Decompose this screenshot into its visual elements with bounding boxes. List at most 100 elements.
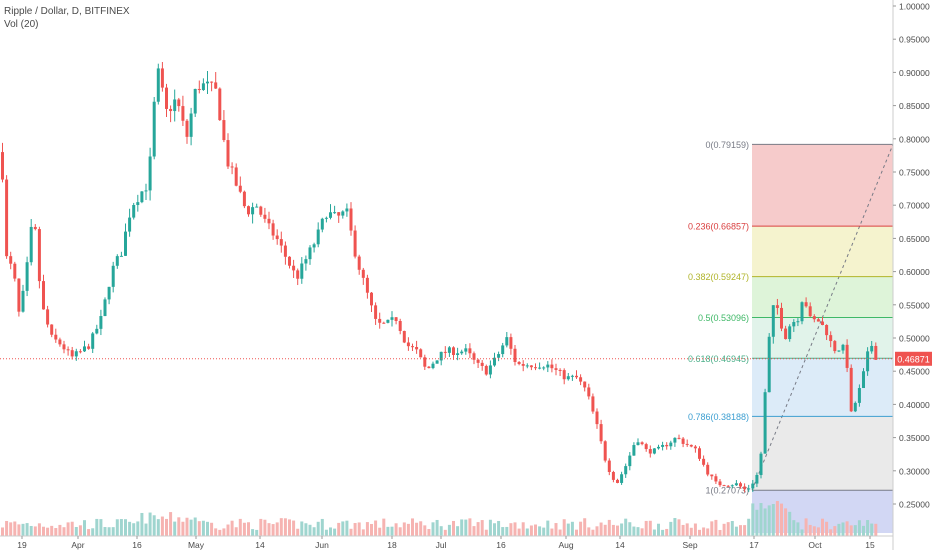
candle-body	[337, 212, 341, 216]
candle-body	[677, 437, 681, 439]
time-tick-label: 14	[255, 540, 265, 550]
candle-body	[488, 365, 492, 375]
candle-body	[681, 438, 685, 444]
candle-body	[304, 259, 308, 264]
candle-body	[796, 321, 800, 323]
volume-bar	[804, 518, 808, 536]
volume-bar	[349, 528, 353, 536]
candle-body	[784, 328, 788, 340]
candle-body	[267, 218, 271, 224]
candle-body	[185, 120, 189, 137]
candle-body	[181, 106, 185, 121]
volume-bar	[402, 522, 406, 536]
candle-body	[378, 318, 382, 323]
volume-bar	[353, 523, 357, 536]
volume-bar	[874, 523, 878, 536]
candle-body	[95, 328, 99, 334]
price-tick-label: 0.25000	[899, 500, 930, 510]
volume-bar	[17, 524, 21, 536]
price-tick-label: 0.80000	[899, 134, 930, 144]
candle-body	[54, 334, 58, 340]
candle-body	[402, 330, 406, 343]
candle-body	[365, 277, 369, 293]
volume-bar	[661, 529, 665, 536]
price-tick-label: 0.30000	[899, 466, 930, 476]
candle-body	[587, 387, 591, 397]
candle-body	[353, 230, 357, 257]
volume-bars	[1, 500, 878, 536]
volume-bar	[743, 525, 747, 536]
volume-bar	[517, 528, 521, 536]
candle-body	[464, 348, 468, 352]
volume-bar	[91, 528, 95, 536]
candle-body	[599, 424, 603, 442]
candle-body	[509, 337, 513, 349]
volume-bar	[509, 523, 513, 536]
volume-bar	[279, 518, 283, 536]
candle-body	[550, 364, 554, 369]
volume-bar	[698, 529, 701, 536]
candle-body	[230, 166, 234, 168]
candle-body	[788, 326, 792, 340]
candle-body	[595, 411, 599, 425]
candle-body	[452, 347, 455, 355]
volume-bar	[583, 518, 587, 536]
fib-level-label-4: 0.618(0.46945)	[688, 354, 749, 364]
volume-bar	[784, 508, 788, 536]
volume-bar	[677, 519, 681, 536]
candle-body	[329, 212, 332, 218]
candle-body	[132, 205, 136, 218]
candle-body	[25, 262, 29, 291]
time-tick-label: Aug	[558, 540, 573, 550]
volume-bar	[78, 525, 82, 536]
candle-body	[443, 351, 447, 353]
volume-bar	[771, 503, 775, 536]
volume-bar	[398, 527, 402, 536]
volume-bar	[406, 523, 410, 536]
candle-body	[361, 269, 365, 278]
candle-body	[862, 371, 865, 389]
candle-body	[583, 381, 587, 388]
candle-body	[349, 208, 353, 231]
volume-bar	[370, 523, 373, 536]
volume-bar	[189, 519, 193, 536]
candle-body	[29, 226, 33, 263]
volume-bar	[841, 522, 845, 536]
volume-bar	[558, 529, 562, 536]
candle-body	[70, 350, 74, 357]
candle-body	[189, 113, 193, 137]
volume-bar	[37, 523, 41, 536]
price-tick-label: 0.45000	[899, 367, 930, 377]
candle-body	[689, 444, 693, 447]
candle-body	[480, 362, 484, 366]
current-price-tag	[895, 351, 932, 366]
volume-bar	[591, 529, 595, 536]
candle-body	[447, 347, 451, 353]
volume-bar	[283, 518, 287, 536]
volume-bar	[460, 519, 464, 536]
candle-body	[5, 179, 9, 257]
volume-bar	[152, 515, 156, 536]
volume-bar	[529, 525, 533, 536]
volume-bar	[443, 529, 447, 536]
volume-bar	[538, 526, 542, 536]
volume-bar	[456, 526, 460, 536]
volume-bar	[587, 527, 591, 536]
candle-body	[300, 263, 304, 279]
volume-bar	[234, 527, 238, 536]
volume-bar	[365, 522, 369, 536]
candle-body	[308, 247, 312, 260]
candle-body	[316, 229, 320, 245]
volume-bar	[378, 527, 382, 536]
volume-bar	[767, 505, 771, 536]
time-tick-label: Jul	[436, 540, 447, 550]
candle-body	[140, 191, 144, 203]
candle-body	[411, 346, 414, 348]
candle-body	[62, 344, 66, 350]
candle-body	[115, 256, 119, 266]
volume-bar	[337, 522, 341, 536]
candle-body	[42, 281, 45, 310]
candle-body	[193, 88, 197, 114]
